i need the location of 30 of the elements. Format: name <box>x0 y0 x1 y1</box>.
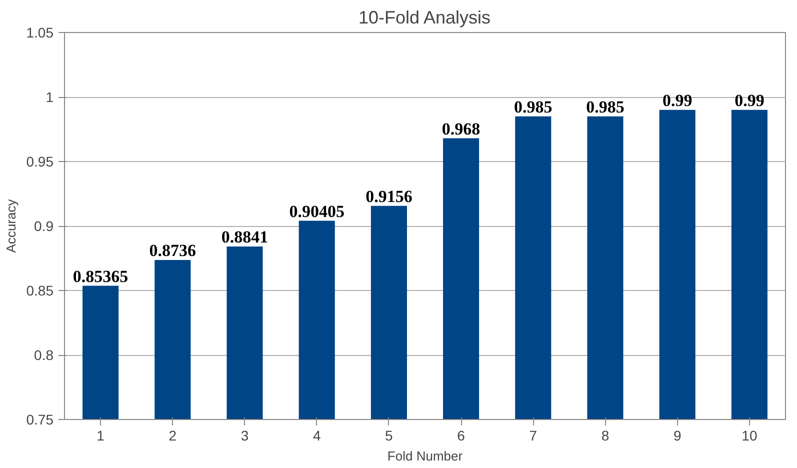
x-tick-label: 1 <box>96 428 105 444</box>
chart-title: 10-Fold Analysis <box>358 8 491 28</box>
x-tick-label: 3 <box>240 428 249 444</box>
x-tick-label: 4 <box>312 428 321 444</box>
data-label: 0.99 <box>734 90 764 110</box>
data-label: 0.85365 <box>72 266 128 286</box>
y-tick-label: 0.95 <box>26 154 54 170</box>
data-label: 0.99 <box>662 90 692 110</box>
data-label: 0.9156 <box>366 186 412 206</box>
data-label: 0.8841 <box>221 228 268 247</box>
x-tick-label: 6 <box>457 428 466 444</box>
y-tick-label: 0.75 <box>26 412 54 428</box>
y-tick-label: 0.85 <box>26 282 54 298</box>
data-label: 0.90405 <box>289 202 344 221</box>
x-tick-label: 10 <box>742 428 758 444</box>
y-tick-label: 1 <box>46 89 54 105</box>
x-tick-label: 7 <box>529 428 538 444</box>
data-label: 0.985 <box>514 97 552 116</box>
x-tick-label: 2 <box>168 428 177 444</box>
y-tick-label: 0.9 <box>34 218 54 234</box>
x-tick-label: 9 <box>673 428 682 444</box>
y-axis-title: Accuracy <box>3 198 18 253</box>
data-label: 0.968 <box>442 119 480 138</box>
x-tick-label: 8 <box>601 428 610 444</box>
data-label: 0.8736 <box>149 241 196 260</box>
x-tick-label: 5 <box>385 428 394 444</box>
y-tick-label: 0.8 <box>34 347 54 363</box>
x-axis-title: Fold Number <box>387 448 464 464</box>
y-tick-label: 1.05 <box>26 24 54 40</box>
data-label: 0.985 <box>586 97 624 116</box>
